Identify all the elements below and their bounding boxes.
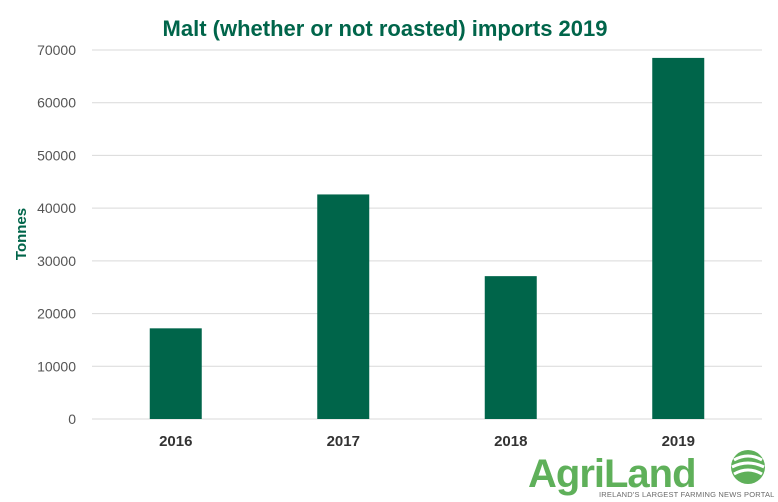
bars <box>149 57 705 420</box>
y-tick-label: 70000 <box>37 42 76 58</box>
x-tick-label: 2017 <box>327 433 360 450</box>
x-tick-label: 2019 <box>662 433 695 450</box>
y-tick-label: 20000 <box>37 306 76 322</box>
logo-wordmark: AgriLand <box>528 452 696 496</box>
logo-tagline: IRELAND'S LARGEST FARMING NEWS PORTAL <box>599 490 775 499</box>
bar-2016 <box>149 328 202 419</box>
agriland-logo: AgriLand IRELAND'S LARGEST FARMING NEWS … <box>528 450 775 499</box>
y-tick-label: 60000 <box>37 95 76 111</box>
x-tick-label: 2018 <box>494 433 527 450</box>
y-axis-ticks: 0 10000 20000 30000 40000 50000 60000 70000 <box>37 42 76 427</box>
gridlines <box>92 49 762 420</box>
bar-2019 <box>652 57 705 420</box>
y-tick-label: 10000 <box>37 358 76 374</box>
bar-2017 <box>317 194 370 419</box>
leaf-stripes-icon <box>731 450 765 484</box>
x-axis-ticks: 2016 2017 2018 2019 <box>159 433 695 450</box>
x-tick-label: 2016 <box>159 433 192 450</box>
y-axis-label: Tonnes <box>13 208 30 260</box>
y-tick-label: 0 <box>68 411 76 427</box>
y-tick-label: 40000 <box>37 200 76 216</box>
y-tick-label: 30000 <box>37 253 76 269</box>
chart-title: Malt (whether or not roasted) imports 20… <box>163 16 608 41</box>
y-tick-label: 50000 <box>37 147 76 163</box>
bar-2018 <box>484 276 537 419</box>
